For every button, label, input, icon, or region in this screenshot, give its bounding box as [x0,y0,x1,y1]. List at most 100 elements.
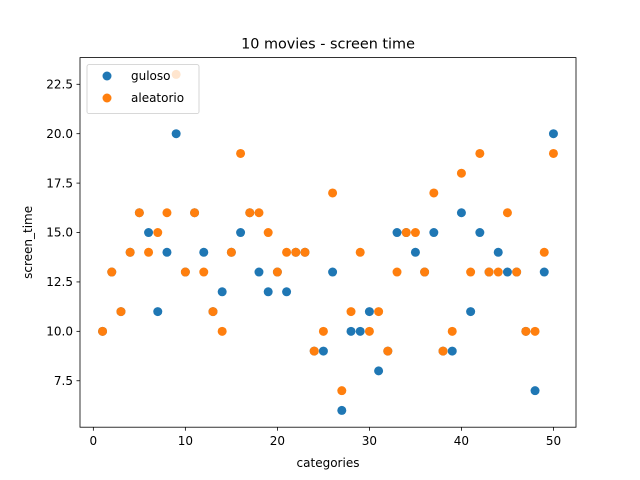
legend-label-guloso: guloso [131,69,171,83]
data-point-guloso-27 [337,405,347,415]
data-point-aleatorio-25 [318,326,328,336]
data-point-aleatorio-22 [291,247,301,257]
data-point-aleatorio-10 [180,267,190,277]
data-point-aleatorio-18 [254,208,264,218]
data-point-aleatorio-3 [116,307,126,317]
data-point-guloso-8 [162,247,172,257]
data-point-aleatorio-11 [190,208,200,218]
y-tick-label: 17.5 [46,176,73,190]
data-point-aleatorio-43 [484,267,494,277]
x-tick-label: 30 [362,434,377,448]
y-axis-ticks: 7.5 10.0 12.5 15.0 17.5 20.0 22.5 [46,77,80,388]
plot-area-background [80,57,576,428]
data-point-aleatorio-13 [208,307,218,317]
data-point-guloso-14 [217,287,227,297]
data-point-aleatorio-28 [346,307,356,317]
plot-area-frame [79,57,577,428]
data-point-aleatorio-34 [401,228,411,238]
data-point-aleatorio-8 [162,208,172,218]
data-point-guloso-31 [374,366,384,376]
y-tick-label: 12.5 [46,275,73,289]
x-tick-label: 0 [90,434,98,448]
data-point-aleatorio-6 [144,247,154,257]
data-point-aleatorio-24 [309,346,319,356]
data-point-aleatorio-21 [282,247,292,257]
data-point-guloso-35 [410,247,420,257]
x-tick-label: 40 [454,434,469,448]
data-point-aleatorio-19 [263,228,273,238]
legend-marker-aleatorio [102,93,112,103]
data-point-aleatorio-47 [521,326,531,336]
data-point-guloso-25 [318,346,328,356]
data-point-aleatorio-7 [153,228,163,238]
data-point-aleatorio-2 [107,267,117,277]
data-point-guloso-48 [530,386,540,396]
data-point-aleatorio-35 [410,228,420,238]
legend-label-aleatorio: aleatorio [131,91,184,105]
x-axis-ticks: 0 10 20 30 40 50 [90,427,561,448]
data-point-aleatorio-15 [226,247,236,257]
data-point-aleatorio-49 [539,247,549,257]
y-axis-title: screen_time [21,206,35,279]
data-point-guloso-18 [254,267,264,277]
data-point-aleatorio-38 [438,346,448,356]
data-point-aleatorio-14 [217,326,227,336]
data-point-guloso-39 [447,346,457,356]
x-tick-label: 50 [546,434,561,448]
data-point-aleatorio-36 [420,267,430,277]
data-point-guloso-41 [466,307,476,317]
data-point-guloso-7 [153,307,163,317]
data-point-aleatorio-29 [355,247,365,257]
data-point-aleatorio-48 [530,326,540,336]
data-point-guloso-42 [475,228,485,238]
legend-marker-guloso [102,71,112,81]
data-point-guloso-9 [171,129,181,139]
data-point-guloso-21 [282,287,292,297]
data-point-aleatorio-20 [272,267,282,277]
data-point-aleatorio-39 [447,326,457,336]
data-point-aleatorio-1 [98,326,108,336]
data-point-aleatorio-17 [245,208,255,218]
data-point-guloso-49 [539,267,549,277]
data-point-aleatorio-23 [300,247,310,257]
data-point-aleatorio-30 [364,326,374,336]
data-point-aleatorio-37 [429,188,439,198]
data-point-aleatorio-50 [548,148,558,158]
data-point-aleatorio-16 [236,148,246,158]
y-tick-label: 15.0 [46,226,73,240]
y-tick-label: 10.0 [46,325,73,339]
x-tick-label: 20 [270,434,285,448]
data-point-aleatorio-5 [134,208,144,218]
data-point-aleatorio-41 [466,267,476,277]
data-point-guloso-29 [355,326,365,336]
data-point-aleatorio-46 [512,267,522,277]
data-point-guloso-37 [429,228,439,238]
x-tick-label: 10 [178,434,193,448]
y-tick-label: 20.0 [46,127,73,141]
data-point-guloso-6 [144,228,154,238]
data-point-aleatorio-33 [392,267,402,277]
data-point-guloso-28 [346,326,356,336]
data-point-guloso-12 [199,247,209,257]
data-point-aleatorio-44 [493,267,503,277]
data-point-guloso-40 [456,208,466,218]
data-point-guloso-45 [502,267,512,277]
data-point-aleatorio-12 [199,267,209,277]
x-axis-title: categories [297,456,360,470]
data-point-aleatorio-26 [328,188,338,198]
data-point-guloso-50 [548,129,558,139]
data-point-guloso-44 [493,247,503,257]
data-point-aleatorio-4 [125,247,135,257]
data-point-guloso-30 [364,307,374,317]
data-point-aleatorio-27 [337,386,347,396]
data-point-aleatorio-31 [374,307,384,317]
legend: guloso aleatorio [86,64,200,114]
data-point-aleatorio-40 [456,168,466,178]
legend-box [86,64,200,114]
chart-title: 10 movies - screen time [241,37,415,53]
y-tick-label: 22.5 [46,77,73,91]
y-tick-label: 7.5 [54,374,73,388]
data-point-guloso-16 [236,228,246,238]
data-point-guloso-26 [328,267,338,277]
data-point-aleatorio-45 [502,208,512,218]
